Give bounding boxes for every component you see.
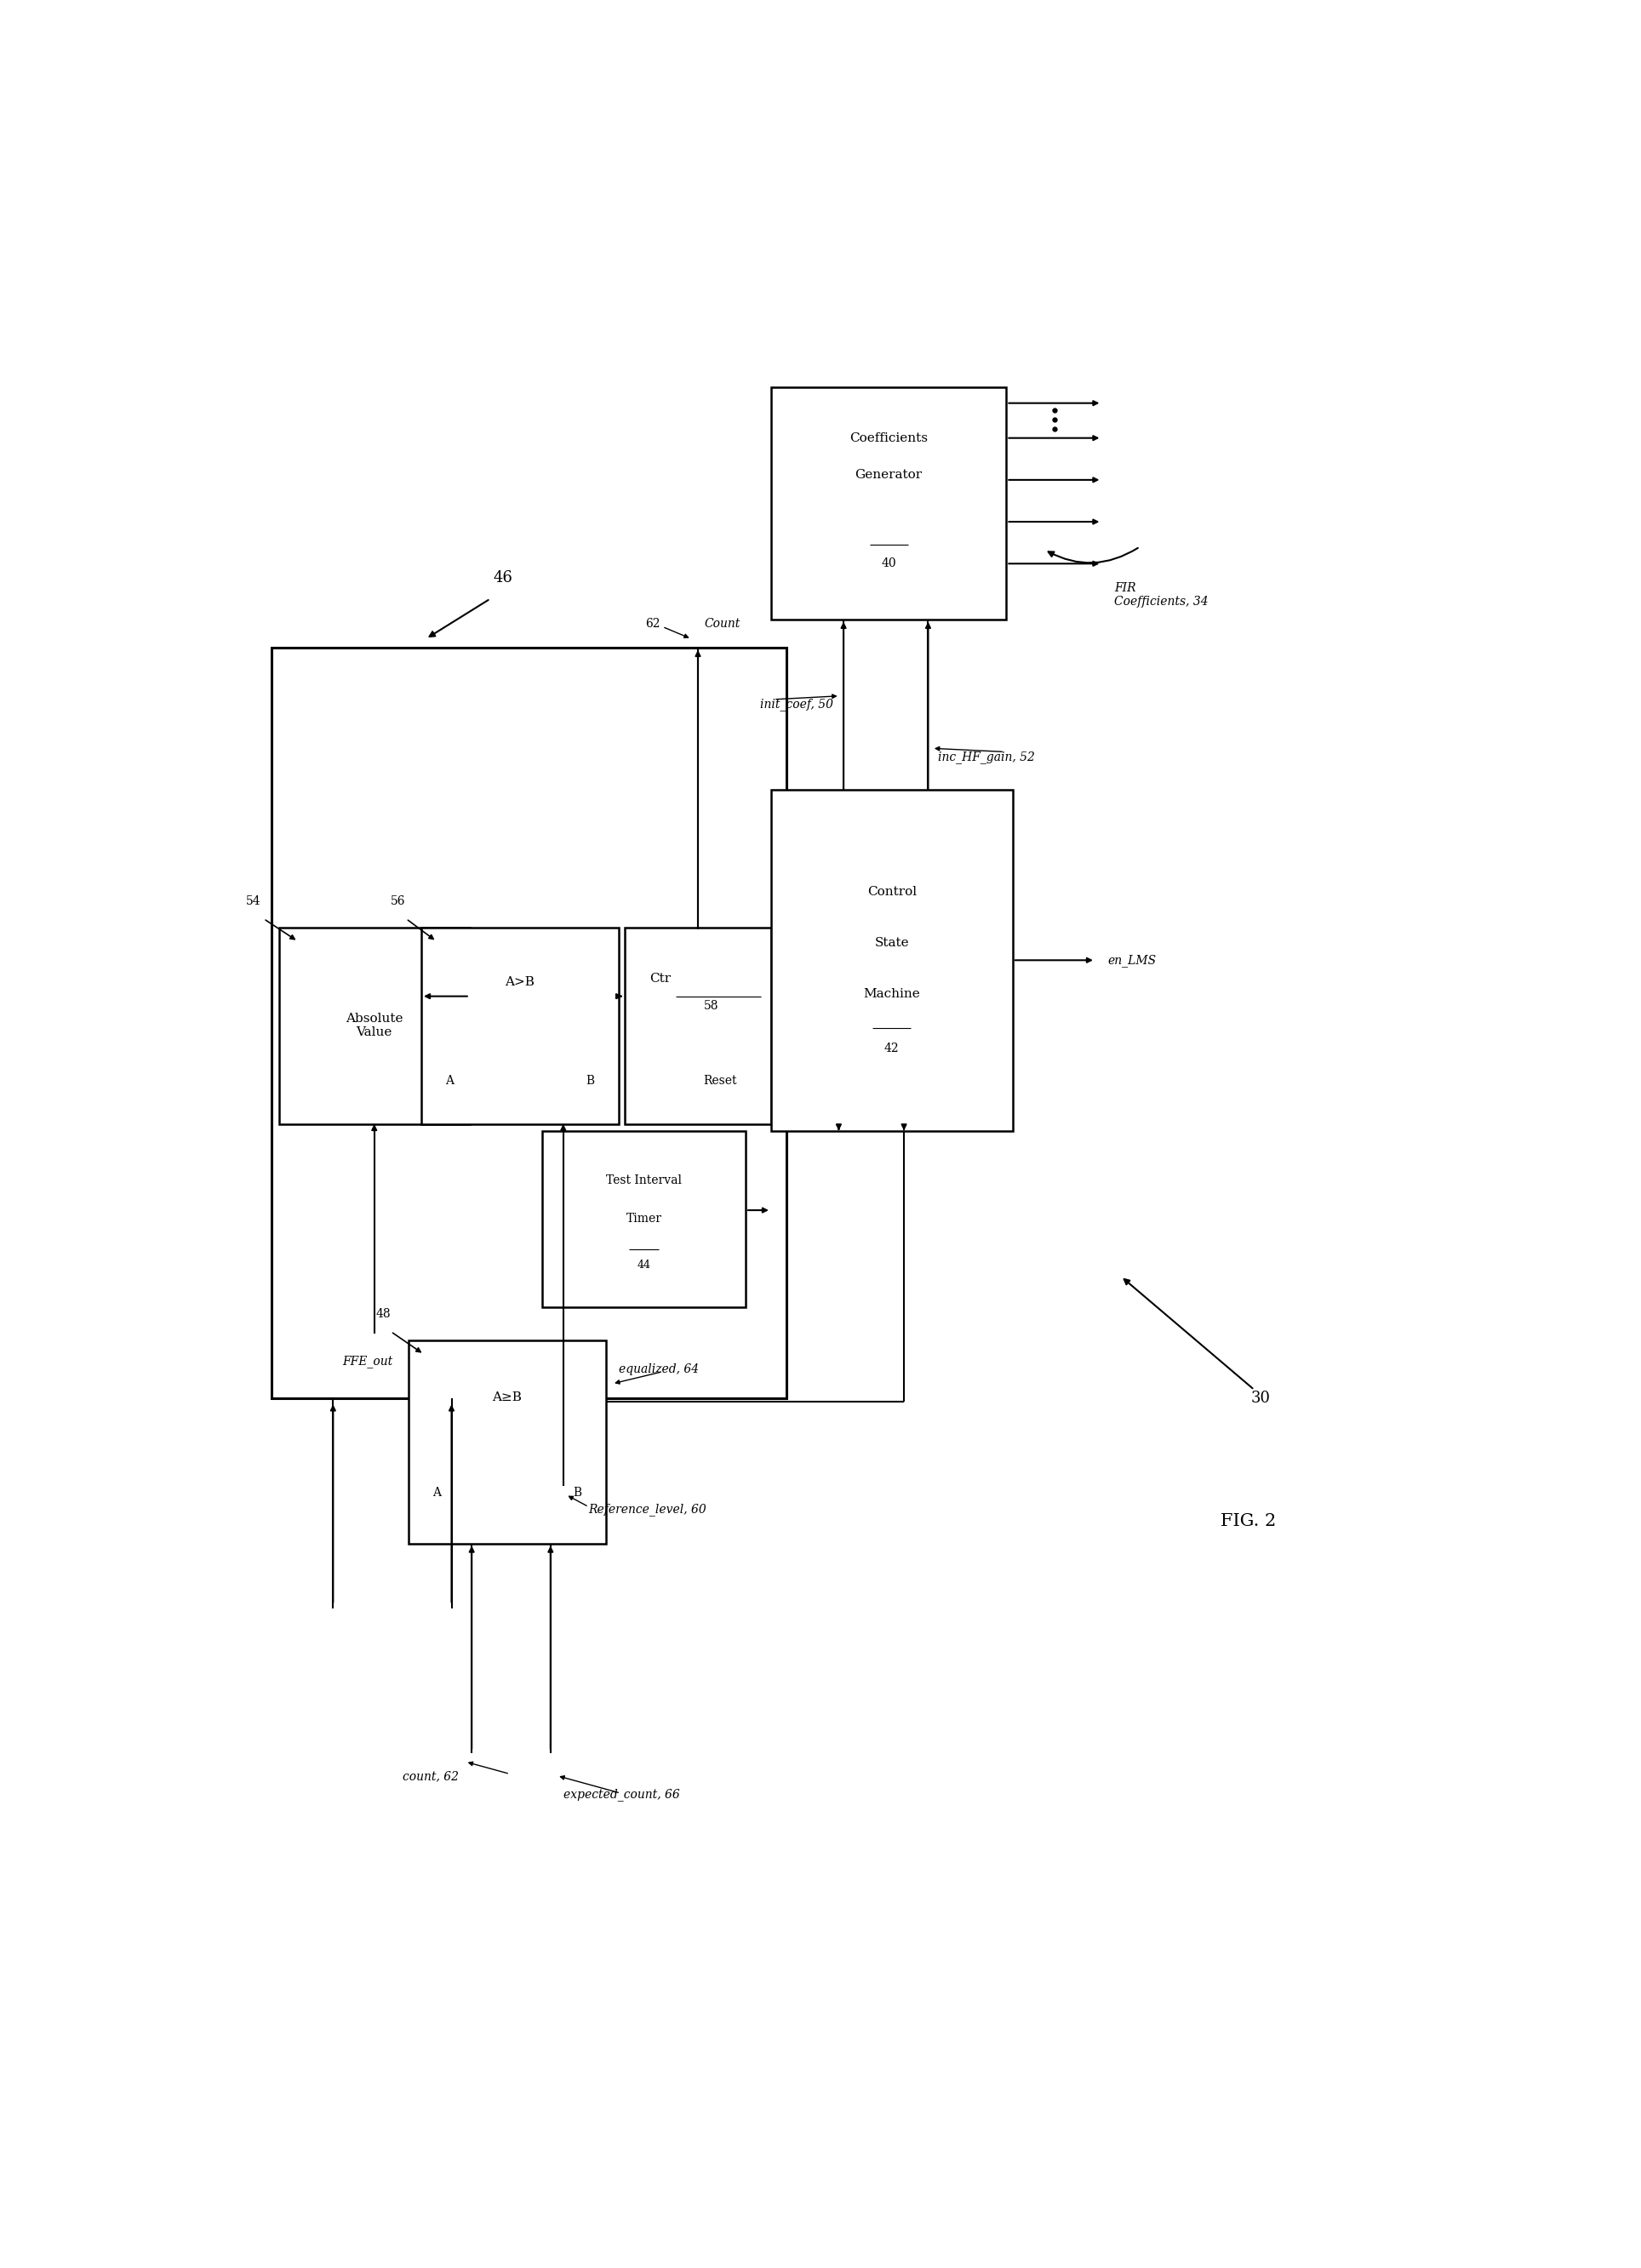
Text: FFE_out: FFE_out — [343, 1354, 394, 1368]
Text: 44: 44 — [637, 1259, 651, 1270]
Bar — [625, 928, 771, 1125]
Bar — [279, 928, 469, 1125]
Text: FIG. 2: FIG. 2 — [1221, 1513, 1275, 1529]
Text: inc_HF_gain, 52: inc_HF_gain, 52 — [939, 751, 1035, 764]
Text: equalized, 64: equalized, 64 — [619, 1363, 699, 1374]
Bar — [542, 1129, 745, 1309]
Text: Machine: Machine — [863, 989, 921, 1000]
Text: 30: 30 — [1250, 1390, 1270, 1406]
Text: init_coef, 50: init_coef, 50 — [760, 699, 834, 710]
Text: A: A — [445, 1075, 453, 1086]
Text: A≥B: A≥B — [492, 1390, 522, 1404]
Text: en_LMS: en_LMS — [1108, 955, 1157, 966]
Text: Generator: Generator — [855, 469, 922, 481]
Text: 58: 58 — [704, 1000, 719, 1012]
Text: Count: Count — [704, 619, 740, 631]
Text: Test Interval: Test Interval — [606, 1175, 681, 1186]
Text: Control: Control — [866, 887, 917, 898]
Bar — [771, 789, 1012, 1129]
Text: 54: 54 — [246, 896, 261, 907]
Text: Reset: Reset — [702, 1075, 737, 1086]
Bar — [771, 388, 1006, 619]
Text: A: A — [432, 1488, 441, 1499]
Text: Reference_level, 60: Reference_level, 60 — [589, 1504, 707, 1515]
Bar — [409, 1340, 606, 1545]
Text: 46: 46 — [494, 569, 512, 585]
Text: 42: 42 — [884, 1043, 899, 1055]
Text: A>B: A>B — [505, 978, 535, 989]
Text: Timer: Timer — [625, 1213, 661, 1225]
Text: 40: 40 — [881, 558, 896, 569]
Text: 62: 62 — [645, 619, 660, 631]
Bar — [271, 649, 786, 1399]
Text: count, 62: count, 62 — [402, 1771, 459, 1783]
Text: Coefficients: Coefficients — [850, 433, 927, 445]
Bar — [422, 928, 619, 1125]
Text: 48: 48 — [376, 1309, 391, 1320]
Text: Absolute
Value: Absolute Value — [346, 1014, 404, 1039]
Text: 56: 56 — [391, 896, 405, 907]
Text: B: B — [586, 1075, 594, 1086]
Text: State: State — [875, 937, 909, 948]
Text: expected_count, 66: expected_count, 66 — [563, 1787, 679, 1801]
Text: B: B — [573, 1488, 583, 1499]
Text: Ctr: Ctr — [650, 973, 671, 984]
Text: FIR
Coefficients, 34: FIR Coefficients, 34 — [1114, 583, 1209, 608]
